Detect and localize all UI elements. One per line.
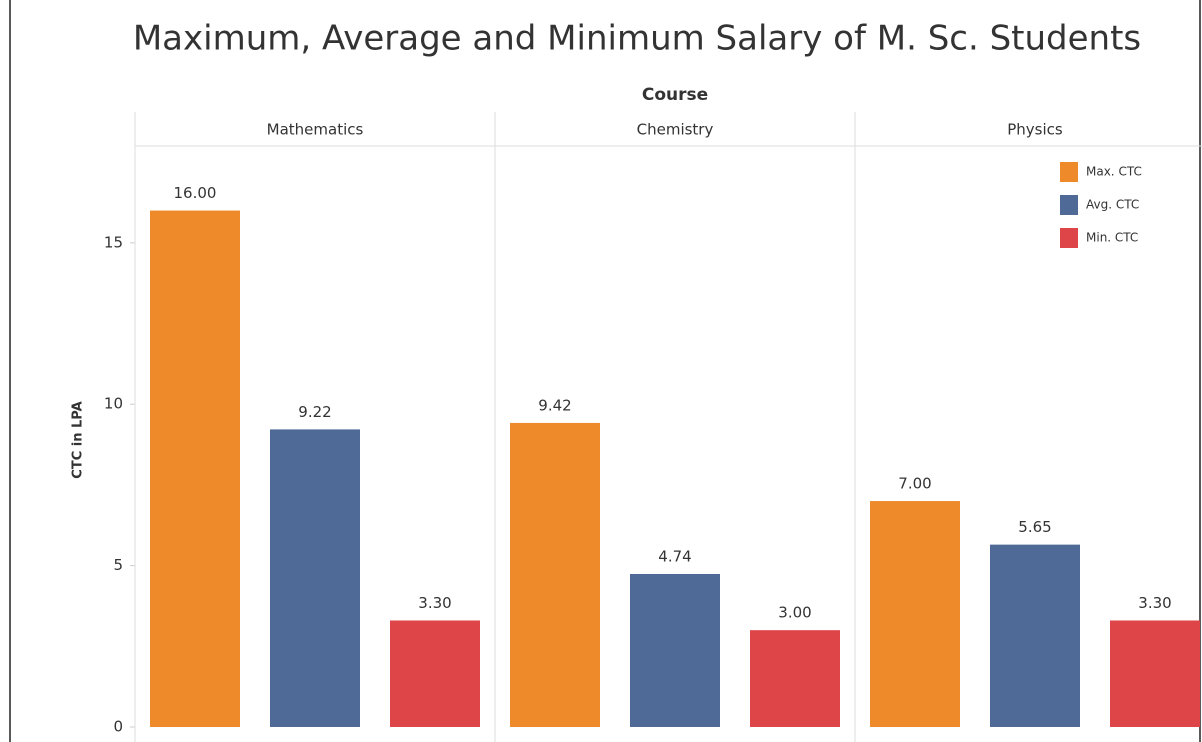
x-axis-label: Course <box>642 85 708 105</box>
legend-label: Avg. CTC <box>1086 198 1139 212</box>
legend-swatch <box>1060 228 1078 248</box>
bar <box>990 544 1080 727</box>
value-label: 3.30 <box>1138 594 1171 612</box>
y-tick-label: 5 <box>113 556 123 574</box>
value-label: 3.30 <box>418 594 451 612</box>
bar <box>510 422 600 727</box>
facet-label: Chemistry <box>637 121 714 139</box>
value-label: 16.00 <box>174 184 217 202</box>
y-tick-label: 10 <box>104 395 123 413</box>
value-label: 4.74 <box>658 548 691 566</box>
value-label: 3.00 <box>778 604 811 622</box>
facet-label: Mathematics <box>267 121 364 139</box>
value-label: 5.65 <box>1018 518 1051 536</box>
bar <box>390 620 480 727</box>
value-label: 9.42 <box>538 396 571 414</box>
bar <box>750 630 840 727</box>
bar <box>630 574 720 727</box>
value-label: 7.00 <box>898 475 931 493</box>
y-tick-label: 0 <box>113 718 123 736</box>
value-label: 9.22 <box>298 403 331 421</box>
bar <box>870 501 960 727</box>
chart-title: Maximum, Average and Minimum Salary of M… <box>133 19 1141 59</box>
legend-label: Min. CTC <box>1086 231 1138 245</box>
legend-label: Max. CTC <box>1086 165 1142 179</box>
legend-swatch <box>1060 195 1078 215</box>
bar <box>150 210 240 728</box>
y-axis-label: CTC in LPA <box>71 401 86 478</box>
bar <box>1110 620 1200 727</box>
facet-label: Physics <box>1007 121 1063 139</box>
legend-swatch <box>1060 162 1078 182</box>
bar <box>270 429 360 727</box>
y-tick-label: 15 <box>104 233 123 251</box>
